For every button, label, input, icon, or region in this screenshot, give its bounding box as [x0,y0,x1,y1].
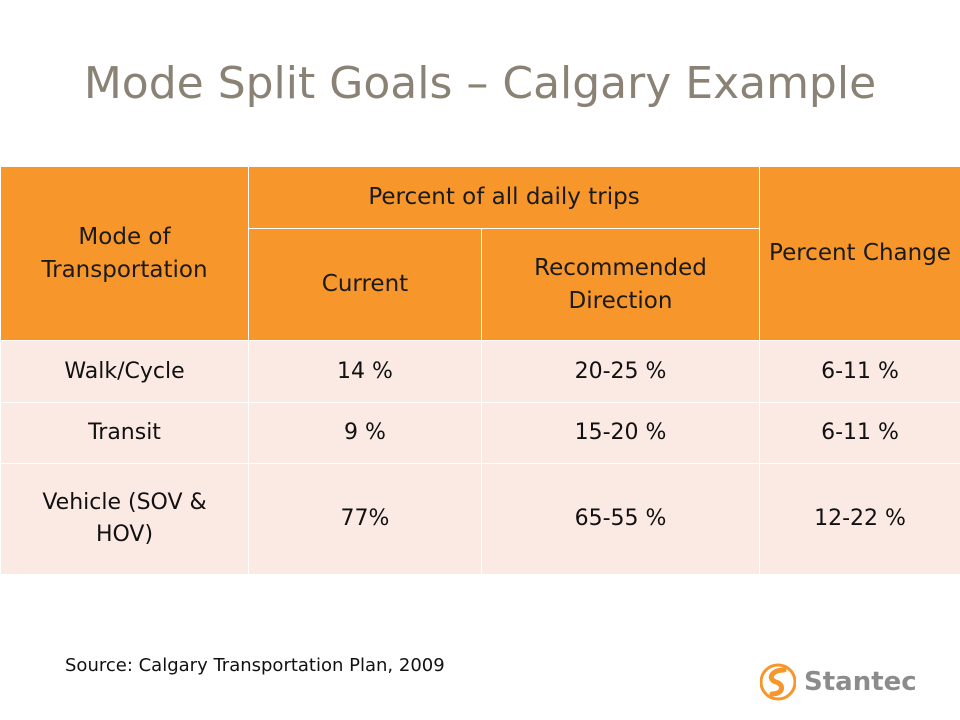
table-row: Walk/Cycle 14 % 20-25 % 6-11 % [0,340,960,403]
source-note: Source: Calgary Transportation Plan, 200… [65,655,445,676]
cell-recommended: 65-55 % [481,463,760,575]
table-row: Transit 9 % 15-20 % 6-11 % [0,402,960,464]
cell-change: 6-11 % [759,340,960,403]
cell-mode: Transit [0,402,249,464]
cell-mode: Vehicle (SOV & HOV) [0,463,249,575]
stantec-swirl-icon [760,663,796,701]
slide-title: Mode Split Goals – Calgary Example [83,58,877,109]
cell-current: 9 % [248,402,482,464]
cell-mode: Walk/Cycle [0,340,249,403]
cell-recommended: 15-20 % [481,402,760,464]
cell-current: 14 % [248,340,482,403]
cell-change: 6-11 % [759,402,960,464]
header-mode: Mode of Transportation [0,166,249,341]
cell-change: 12-22 % [759,463,960,575]
header-percent-daily: Percent of all daily trips [248,166,760,229]
table-row: Vehicle (SOV & HOV) 77% 65-55 % 12-22 % [0,463,960,575]
stantec-logo: Stantec [760,660,917,704]
table-subheader-row: Current Recommended Direction [1,228,960,341]
header-change: Percent Change [759,166,960,341]
table-header-row: Mode of Transportation Percent of all da… [0,166,960,341]
header-recommended: Recommended Direction [481,228,760,341]
mode-split-table: Mode of Transportation Percent of all da… [0,166,960,575]
header-current: Current [248,228,482,341]
logo-text: Stantec [804,667,917,697]
cell-recommended: 20-25 % [481,340,760,403]
cell-current: 77% [248,463,482,575]
